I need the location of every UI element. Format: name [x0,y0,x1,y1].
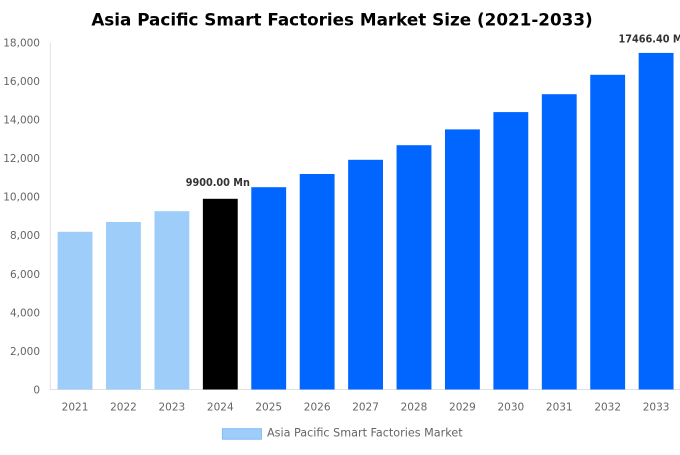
svg-text:2033: 2033 [643,402,670,414]
svg-text:4,000: 4,000 [10,307,40,319]
svg-text:14,000: 14,000 [3,115,40,127]
svg-text:2028: 2028 [401,402,428,414]
svg-text:2024: 2024 [207,402,234,414]
svg-text:Asia Pacific Smart Factories M: Asia Pacific Smart Factories Market [267,427,463,440]
svg-text:2,000: 2,000 [10,346,40,358]
svg-text:16,000: 16,000 [3,76,40,88]
svg-text:9900.00 Mn: 9900.00 Mn [186,176,250,189]
svg-text:2022: 2022 [110,402,137,414]
svg-text:6,000: 6,000 [10,269,40,281]
svg-text:Asia Pacific Smart Factories M: Asia Pacific Smart Factories Market Size… [91,10,592,30]
svg-text:2021: 2021 [62,402,89,414]
svg-text:17466.40 Mn: 17466.40 Mn [619,32,680,45]
svg-text:2031: 2031 [546,402,573,414]
svg-text:12,000: 12,000 [3,153,40,165]
svg-text:2032: 2032 [594,402,621,414]
svg-text:8,000: 8,000 [10,230,40,242]
svg-text:10,000: 10,000 [3,192,40,204]
svg-text:2023: 2023 [159,402,186,414]
svg-text:2027: 2027 [352,402,379,414]
svg-text:2026: 2026 [304,402,331,414]
svg-text:2025: 2025 [255,402,282,414]
svg-text:0: 0 [33,385,40,397]
svg-text:18,000: 18,000 [3,37,40,49]
svg-text:2030: 2030 [497,402,524,414]
svg-text:2029: 2029 [449,402,476,414]
